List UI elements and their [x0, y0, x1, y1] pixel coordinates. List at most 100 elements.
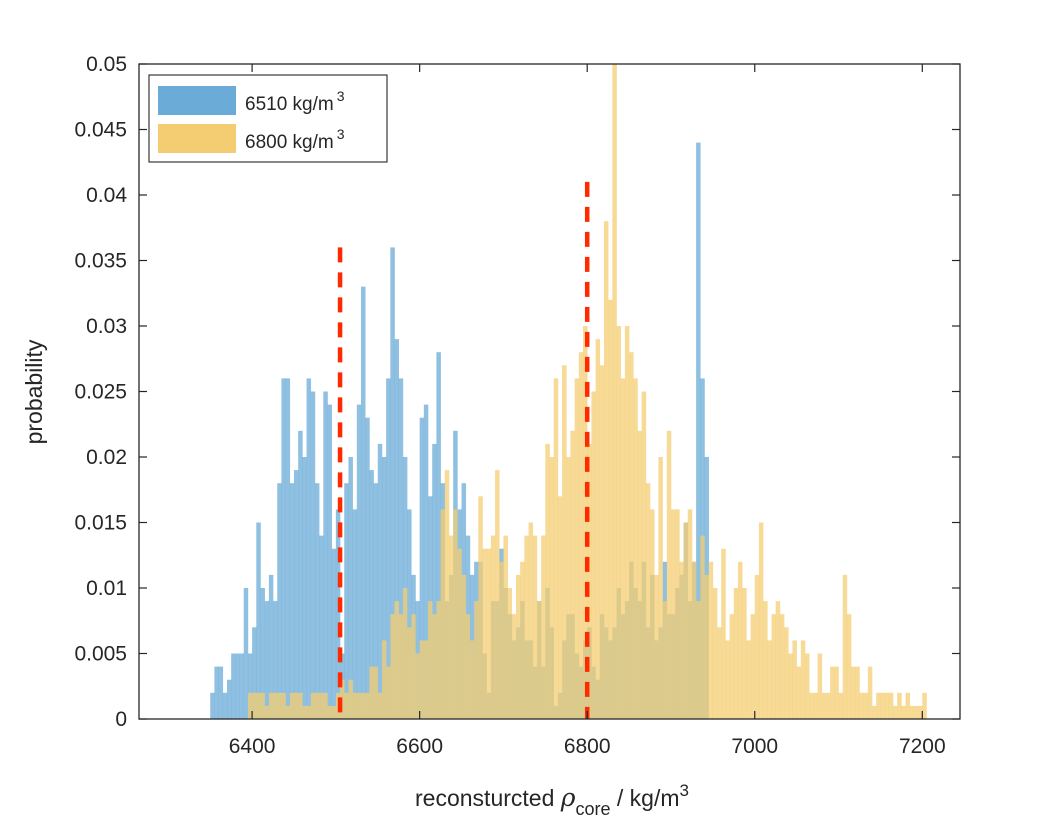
bar — [892, 705, 898, 719]
bar — [310, 692, 316, 719]
bar — [256, 522, 261, 719]
bar — [390, 247, 395, 719]
legend: 6510 kg/m 3 6800 kg/m 3 — [148, 74, 388, 163]
bar — [264, 601, 270, 719]
bar — [583, 326, 588, 719]
bar — [419, 640, 425, 719]
bar — [319, 535, 324, 719]
bar — [650, 509, 655, 719]
bar — [825, 692, 831, 719]
bar — [461, 574, 467, 719]
bar — [796, 666, 802, 719]
x-axis-label-subscript: core — [575, 799, 610, 819]
legend-label-6510-superscript: 3 — [337, 88, 345, 104]
bar — [277, 692, 282, 719]
bar — [327, 705, 332, 719]
bar — [482, 548, 487, 719]
bar — [838, 692, 844, 719]
y-tick-label: 0.04 — [86, 184, 127, 207]
bar — [260, 588, 265, 719]
bar — [679, 561, 684, 719]
bar — [511, 614, 517, 719]
bar — [520, 561, 525, 719]
bar — [310, 391, 316, 719]
bar — [503, 535, 508, 719]
bar — [490, 535, 496, 719]
bar — [629, 352, 634, 719]
bar — [763, 601, 768, 719]
bar — [323, 692, 328, 719]
legend-label-6800-name: 6800 kg/m — [245, 132, 334, 153]
bar — [361, 286, 366, 719]
bar — [428, 601, 433, 719]
bar — [214, 666, 219, 719]
x-tick-label: 7200 — [899, 735, 946, 758]
legend-swatch-6510 — [158, 86, 236, 115]
bar — [867, 666, 873, 719]
ticks-layer: 6400 6600 6800 7000 7200 0 0.005 0.01 0.015 0.02 0… — [74, 53, 960, 758]
bar — [670, 509, 676, 719]
bar — [909, 705, 915, 719]
bar — [478, 496, 483, 719]
bar — [913, 705, 919, 719]
bar — [528, 522, 534, 719]
bar — [842, 574, 848, 719]
y-tick-label: 0.025 — [74, 381, 127, 404]
bar — [398, 614, 404, 719]
bar — [289, 483, 295, 719]
bar — [423, 404, 429, 719]
bar — [231, 653, 236, 719]
bar — [696, 601, 701, 719]
legend-label-6510-name: 6510 kg/m — [245, 94, 334, 115]
bar — [285, 705, 291, 719]
bar — [746, 640, 751, 719]
bar — [712, 588, 718, 719]
bar — [373, 483, 379, 719]
bar — [595, 339, 601, 719]
bar — [704, 574, 709, 719]
bar — [285, 378, 291, 719]
bar — [901, 705, 906, 719]
bar — [252, 627, 257, 719]
bar — [335, 509, 341, 719]
bar — [536, 601, 542, 719]
bar — [306, 705, 312, 719]
bar — [273, 601, 278, 719]
bar — [302, 457, 307, 719]
bar — [784, 627, 789, 719]
bar — [243, 588, 249, 719]
bar — [662, 601, 668, 719]
bar — [268, 692, 274, 719]
bar — [553, 378, 559, 719]
bar — [260, 692, 265, 719]
bar — [281, 378, 286, 719]
bar — [830, 666, 835, 719]
bar — [813, 692, 818, 719]
bar — [331, 548, 337, 719]
bar — [859, 692, 864, 719]
bar — [289, 692, 295, 719]
y-tick-label: 0.015 — [74, 512, 127, 535]
bar — [771, 614, 776, 719]
legend-label-6800: 6800 kg/m 3 — [245, 126, 345, 153]
bar — [323, 391, 328, 719]
bar — [352, 692, 358, 719]
x-tick-label: 6600 — [396, 735, 443, 758]
bar — [566, 457, 571, 719]
bar — [210, 692, 215, 719]
bar — [369, 470, 374, 719]
bar — [268, 574, 274, 719]
bar — [591, 391, 596, 719]
bar — [633, 378, 638, 719]
y-tick-label: 0.03 — [86, 315, 127, 338]
bar — [407, 627, 412, 719]
bar — [235, 653, 240, 719]
bar — [377, 443, 383, 719]
bar — [264, 705, 270, 719]
bar — [737, 561, 743, 719]
x-axis-label-superscript: 3 — [680, 781, 689, 800]
bar — [532, 535, 538, 719]
bar — [314, 483, 320, 719]
